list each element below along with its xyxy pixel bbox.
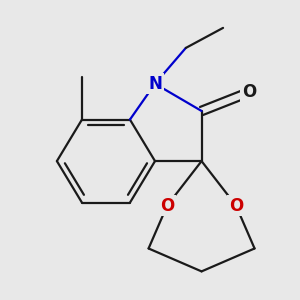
Text: O: O [242, 83, 256, 101]
Text: N: N [148, 75, 162, 93]
Text: O: O [160, 196, 174, 214]
Text: O: O [229, 196, 243, 214]
